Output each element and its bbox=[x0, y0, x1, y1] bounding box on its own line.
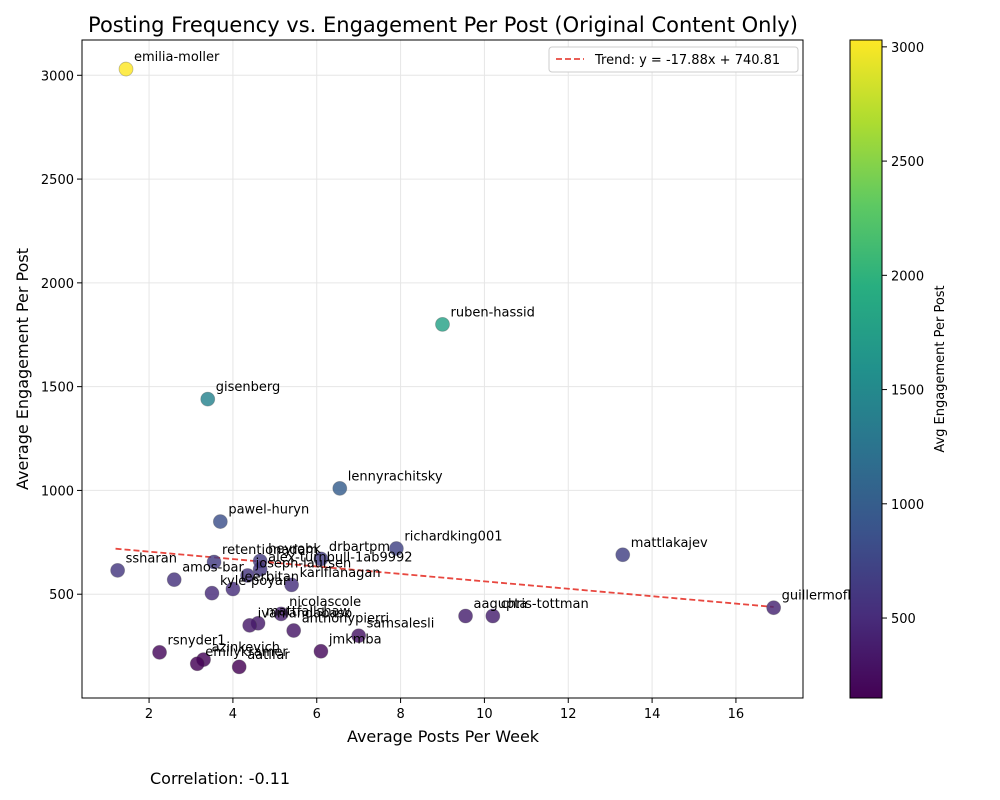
data-point bbox=[204, 585, 220, 601]
point-label: lennyrachitsky bbox=[348, 469, 443, 484]
point-label: gisenberg bbox=[216, 380, 280, 395]
data-point bbox=[284, 577, 299, 593]
y-axis-ticks: 500 1000 1500 2000 2500 3000 bbox=[41, 69, 82, 603]
trend-layer bbox=[115, 547, 774, 608]
data-point bbox=[206, 554, 222, 570]
point-label: chris-tottman bbox=[501, 597, 589, 612]
x-tick-label: 2 bbox=[145, 707, 153, 722]
data-point bbox=[313, 551, 329, 567]
data-point bbox=[615, 547, 631, 563]
point-label: mattfallshaw bbox=[266, 604, 351, 619]
data-point bbox=[152, 644, 167, 660]
plot-frame bbox=[81, 39, 804, 699]
data-point bbox=[252, 561, 268, 577]
point-label: ruben-hassid bbox=[451, 305, 535, 320]
point-label: amos-bar bbox=[182, 561, 244, 576]
colorbar-tick-label: 2000 bbox=[891, 269, 924, 284]
colorbar-tick-label: 2500 bbox=[891, 155, 924, 170]
point-labels: emilia-moller ruben-hassid gisenberg lennyr… bbox=[126, 50, 865, 663]
legend: Trend: y = -17.88x + 740.81 bbox=[548, 46, 799, 73]
colorbar-title: Avg Engagement Per Post bbox=[933, 285, 948, 452]
data-point bbox=[313, 643, 329, 659]
x-tick-label: 8 bbox=[396, 707, 404, 722]
point-label: azinkevich bbox=[212, 641, 280, 656]
point-label: emilykramer bbox=[205, 645, 288, 660]
data-points bbox=[110, 61, 782, 675]
data-point bbox=[225, 581, 241, 597]
colorbar bbox=[849, 39, 883, 699]
x-axis-title: Average Posts Per Week bbox=[347, 727, 540, 746]
colorbar-tick-label: 3000 bbox=[891, 41, 924, 56]
data-point bbox=[351, 628, 367, 644]
point-label: richardking001 bbox=[404, 530, 502, 545]
y-tick-label: 1000 bbox=[41, 484, 74, 499]
legend-box bbox=[548, 46, 799, 73]
data-point bbox=[286, 623, 302, 638]
y-axis-title: Average Engagement Per Post bbox=[13, 248, 32, 490]
point-label: heyrobk bbox=[268, 542, 321, 557]
y-tick-label: 2500 bbox=[41, 173, 74, 188]
data-point bbox=[273, 606, 289, 622]
data-point bbox=[332, 480, 348, 496]
data-point bbox=[435, 316, 450, 332]
point-label: pawel-huryn bbox=[228, 503, 309, 518]
x-tick-label: 10 bbox=[476, 707, 493, 722]
point-label: nicolascole bbox=[289, 595, 361, 610]
point-label: aatifar bbox=[247, 648, 290, 663]
data-point bbox=[240, 568, 255, 583]
y-tick-label: 1500 bbox=[41, 381, 74, 396]
colorbar-tick-label: 1500 bbox=[891, 384, 924, 399]
data-point bbox=[212, 514, 228, 529]
x-tick-label: 16 bbox=[728, 707, 745, 722]
data-point bbox=[166, 572, 182, 588]
x-tick-label: 12 bbox=[560, 707, 577, 722]
point-label: samsalesli bbox=[367, 617, 435, 632]
point-label: leerbitan bbox=[241, 570, 299, 585]
x-tick-label: 14 bbox=[644, 707, 661, 722]
point-label: ssharan bbox=[126, 551, 177, 566]
point-label: kyle-poyar bbox=[220, 574, 289, 589]
grid-lines bbox=[82, 40, 803, 698]
point-label: karlflanagan bbox=[300, 566, 381, 581]
data-point bbox=[388, 541, 404, 556]
data-point bbox=[189, 656, 205, 672]
data-point bbox=[231, 659, 247, 675]
point-label: anthonypierri bbox=[302, 612, 389, 627]
point-label: ivanlandabaso bbox=[258, 606, 353, 621]
data-point bbox=[110, 562, 126, 578]
point-label: retentionadam bbox=[222, 543, 318, 558]
legend-trend-label: Trend: y = -17.88x + 740.81 bbox=[594, 53, 780, 68]
point-label: rsnyder1 bbox=[168, 633, 226, 648]
point-label: guillermoflor bbox=[782, 589, 865, 604]
trend-line bbox=[115, 547, 774, 608]
point-label: joseph-laursen bbox=[255, 557, 352, 572]
data-point bbox=[766, 600, 782, 616]
point-label: alex-turnbull-1ab9992 bbox=[268, 550, 412, 565]
data-point bbox=[485, 608, 501, 624]
data-point bbox=[200, 391, 216, 407]
data-point bbox=[118, 61, 134, 77]
x-axis-ticks: 2 4 6 8 10 12 14 16 bbox=[145, 698, 744, 722]
y-tick-label: 2000 bbox=[41, 277, 74, 292]
colorbar-tick-label: 500 bbox=[891, 612, 916, 627]
colorbar-ticks: 500 1000 1500 2000 2500 3000 bbox=[882, 41, 924, 627]
y-tick-label: 500 bbox=[49, 588, 74, 603]
correlation-text: Correlation: -0.11 bbox=[150, 769, 290, 788]
colorbar-tick-label: 1000 bbox=[891, 498, 924, 513]
data-point bbox=[458, 608, 473, 624]
data-point bbox=[242, 617, 258, 633]
point-label: mattlakajev bbox=[631, 536, 708, 551]
point-label: jmkmba bbox=[328, 632, 382, 647]
point-label: emilia-moller bbox=[134, 50, 220, 65]
x-tick-label: 6 bbox=[313, 707, 321, 722]
chart-title: Posting Frequency vs. Engagement Per Pos… bbox=[88, 13, 798, 37]
y-tick-label: 3000 bbox=[41, 69, 74, 84]
point-label: aagupta bbox=[474, 597, 528, 612]
point-label: drbartpm bbox=[329, 540, 390, 555]
x-tick-label: 4 bbox=[229, 707, 237, 722]
